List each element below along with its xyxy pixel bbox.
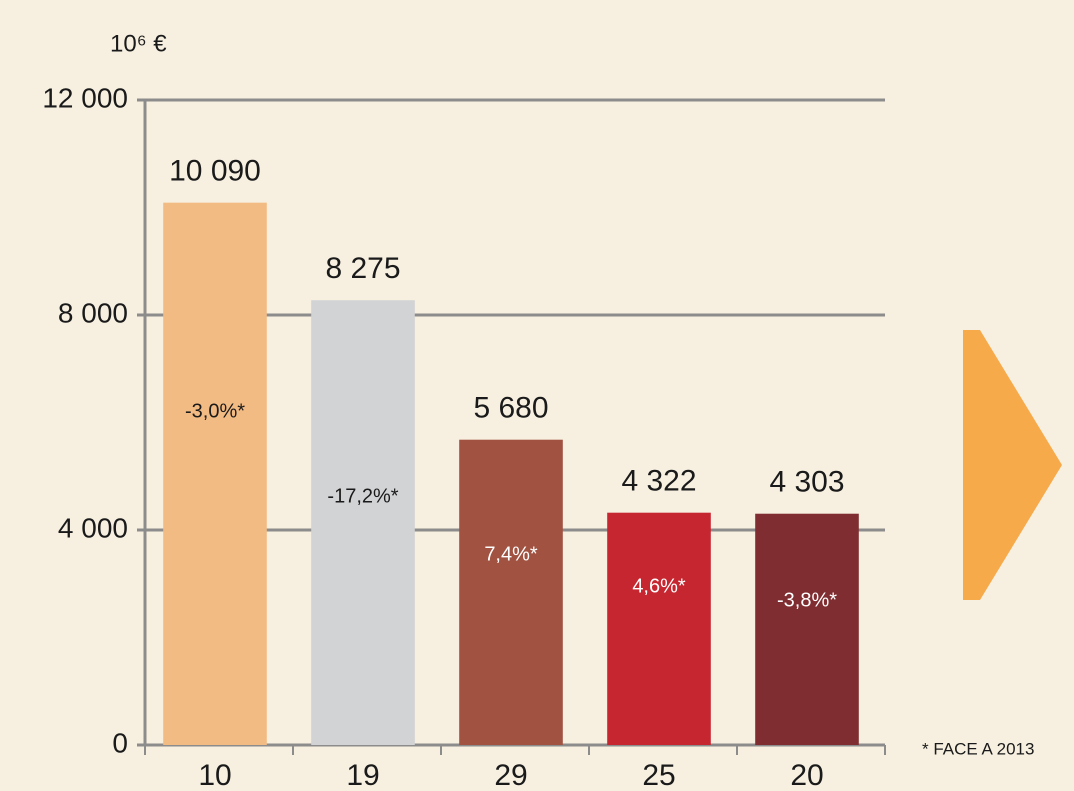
bar (755, 513, 859, 745)
value-label: 5 680 (473, 392, 548, 425)
y-tick-label: 8 000 (58, 297, 128, 328)
bar (311, 300, 415, 745)
x-tick-label: 20 (790, 759, 823, 791)
x-tick-label: 19 (346, 759, 379, 791)
bar-label: 7,4%* (484, 543, 538, 565)
bar-label: -3,8%* (777, 589, 837, 611)
footnote: * FACE A 2013 (922, 739, 1034, 758)
value-label: 8 275 (325, 252, 400, 285)
unit-label: 10⁶ € (110, 30, 167, 57)
bar (607, 512, 711, 745)
x-tick-label: 29 (494, 759, 527, 791)
y-tick-label: 12 000 (42, 82, 128, 113)
bar-label: 4,6%* (632, 575, 686, 597)
x-tick-label: 25 (642, 759, 675, 791)
arrow (963, 330, 1062, 600)
bar-label: -3,0%* (185, 400, 245, 422)
bar-label: -17,2%* (327, 485, 398, 507)
value-label: 4 303 (769, 466, 844, 499)
bar (163, 202, 267, 746)
y-tick-label: 4 000 (58, 512, 128, 543)
y-tick-label: 0 (112, 727, 128, 758)
bar (459, 439, 563, 745)
value-label: 4 322 (621, 465, 696, 498)
value-label: 10 090 (169, 155, 261, 188)
x-tick-label: 10 (198, 759, 231, 791)
